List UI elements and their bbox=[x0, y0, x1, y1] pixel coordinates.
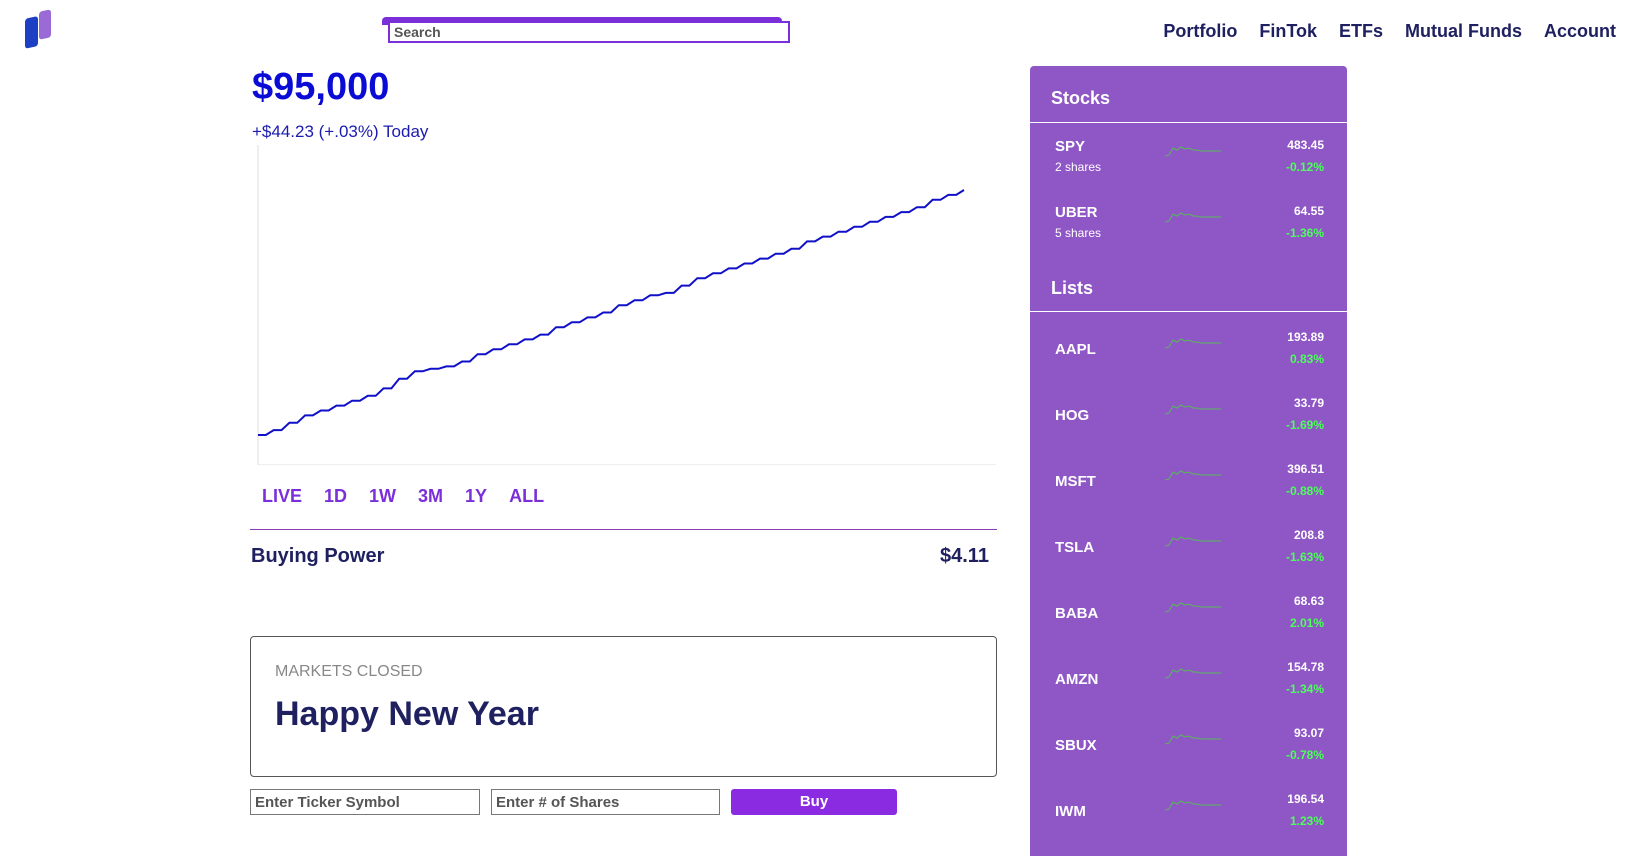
sparkline-path bbox=[1165, 146, 1221, 157]
sparkline-icon bbox=[1165, 602, 1221, 613]
portfolio-chart[interactable] bbox=[256, 145, 996, 465]
search-input[interactable] bbox=[388, 21, 790, 43]
list-row-baba[interactable]: BABA 68.63 2.01% bbox=[1030, 594, 1347, 654]
list-price: 208.8 bbox=[1293, 528, 1324, 542]
range-3m[interactable]: 3M bbox=[418, 486, 444, 506]
range-1w[interactable]: 1W bbox=[369, 486, 397, 506]
buying-power-label: Buying Power bbox=[251, 545, 385, 567]
list-change: 2.01% bbox=[1289, 616, 1324, 630]
list-price: 93.07 bbox=[1293, 726, 1324, 740]
sparkline-icon bbox=[1165, 470, 1221, 481]
stocks-heading: Stocks bbox=[1051, 88, 1111, 108]
portfolio-change: +$44.23 (+.03%) Today bbox=[252, 122, 429, 141]
range-all[interactable]: ALL bbox=[509, 486, 545, 506]
stock-symbol: SPY bbox=[1055, 138, 1086, 155]
list-symbol: TSLA bbox=[1055, 539, 1095, 556]
top-nav: Portfolio FinTok ETFs Mutual Funds Accou… bbox=[1163, 21, 1616, 42]
lists-divider bbox=[1030, 311, 1347, 312]
portfolio-value: $95,000 bbox=[252, 66, 390, 108]
list-price: 196.54 bbox=[1287, 792, 1324, 806]
sparkline-path bbox=[1165, 668, 1221, 679]
market-status-card: MARKETS CLOSED Happy New Year bbox=[250, 636, 997, 777]
list-change: -1.34% bbox=[1285, 682, 1324, 696]
nav-account[interactable]: Account bbox=[1544, 21, 1616, 41]
sparkline-path bbox=[1165, 602, 1221, 613]
list-row-iwm[interactable]: IWM 196.54 1.23% bbox=[1030, 792, 1347, 852]
stocks-divider bbox=[1030, 122, 1347, 123]
share-count-input[interactable] bbox=[491, 789, 720, 815]
list-change: -1.63% bbox=[1285, 550, 1324, 564]
range-live[interactable]: LIVE bbox=[262, 486, 303, 506]
buying-power-value: $4.11 bbox=[940, 545, 989, 567]
market-message: Happy New Year bbox=[275, 695, 539, 733]
range-1y[interactable]: 1Y bbox=[465, 486, 488, 506]
sparkline-icon bbox=[1165, 734, 1221, 745]
sparkline-path bbox=[1165, 800, 1221, 811]
sparkline-path bbox=[1165, 734, 1221, 745]
sparkline-path bbox=[1165, 404, 1221, 415]
list-symbol: MSFT bbox=[1055, 473, 1096, 490]
sparkline-path bbox=[1165, 338, 1221, 349]
range-selector: LIVE 1D 1W 3M 1Y ALL bbox=[262, 486, 544, 507]
list-price: 193.89 bbox=[1287, 330, 1324, 344]
section-divider bbox=[250, 529, 997, 530]
sparkline-icon bbox=[1165, 338, 1221, 349]
nav-etfs[interactable]: ETFs bbox=[1339, 21, 1384, 41]
nav-fintok[interactable]: FinTok bbox=[1259, 21, 1317, 41]
list-symbol: AAPL bbox=[1055, 341, 1096, 358]
list-price: 68.63 bbox=[1293, 594, 1324, 608]
sparkline-path bbox=[1165, 212, 1221, 223]
list-change: -0.78% bbox=[1285, 748, 1324, 762]
list-symbol: HOG bbox=[1055, 407, 1090, 424]
list-row-msft[interactable]: MSFT 396.51 -0.88% bbox=[1030, 462, 1347, 522]
stock-change: -1.36% bbox=[1285, 226, 1324, 240]
list-row-amzn[interactable]: AMZN 154.78 -1.34% bbox=[1030, 660, 1347, 720]
list-change: 1.23% bbox=[1289, 814, 1324, 828]
list-row-aapl[interactable]: AAPL 193.89 0.83% bbox=[1030, 330, 1347, 390]
list-symbol: AMZN bbox=[1055, 671, 1099, 688]
sparkline-icon bbox=[1165, 212, 1221, 223]
market-status-label: MARKETS CLOSED bbox=[275, 663, 423, 680]
nav-portfolio[interactable]: Portfolio bbox=[1163, 21, 1238, 41]
stock-symbol: UBER bbox=[1055, 204, 1098, 221]
nav-mutual-funds[interactable]: Mutual Funds bbox=[1405, 21, 1522, 41]
search-bar bbox=[382, 17, 794, 43]
list-change: -1.69% bbox=[1285, 418, 1324, 432]
stock-shares: 2 shares bbox=[1055, 160, 1102, 174]
list-symbol: BABA bbox=[1055, 605, 1099, 622]
sparkline-icon bbox=[1165, 800, 1221, 811]
list-price: 154.78 bbox=[1287, 660, 1324, 674]
stock-change: -0.12% bbox=[1285, 160, 1324, 174]
list-symbol: IWM bbox=[1055, 803, 1086, 820]
list-price: 33.79 bbox=[1293, 396, 1324, 410]
watchlist-sidebar: Stocks SPY 2 shares 483.45 -0.12% UBER 5… bbox=[1030, 66, 1347, 856]
chart-series-line bbox=[258, 189, 965, 436]
sparkline-icon bbox=[1165, 404, 1221, 415]
stock-price: 483.45 bbox=[1287, 138, 1324, 152]
list-row-sbux[interactable]: SBUX 93.07 -0.78% bbox=[1030, 726, 1347, 786]
list-row-tsla[interactable]: TSLA 208.8 -1.63% bbox=[1030, 528, 1347, 588]
sparkline-icon bbox=[1165, 536, 1221, 547]
sparkline-path bbox=[1165, 536, 1221, 547]
list-symbol: SBUX bbox=[1055, 737, 1097, 754]
ticker-symbol-input[interactable] bbox=[250, 789, 480, 815]
buy-button[interactable]: Buy bbox=[731, 789, 897, 815]
sparkline-path bbox=[1165, 470, 1221, 481]
stock-shares: 5 shares bbox=[1055, 226, 1102, 240]
sparkline-icon bbox=[1165, 146, 1221, 157]
stock-row-spy[interactable]: SPY 2 shares 483.45 -0.12% bbox=[1030, 138, 1347, 198]
list-row-hog[interactable]: HOG 33.79 -1.69% bbox=[1030, 396, 1347, 456]
list-price: 396.51 bbox=[1287, 462, 1324, 476]
list-change: 0.83% bbox=[1289, 352, 1324, 366]
list-change: -0.88% bbox=[1285, 484, 1324, 498]
range-1d[interactable]: 1D bbox=[324, 486, 348, 506]
app-logo[interactable] bbox=[24, 9, 54, 51]
sparkline-icon bbox=[1165, 668, 1221, 679]
lists-heading: Lists bbox=[1051, 278, 1094, 298]
stock-price: 64.55 bbox=[1293, 204, 1324, 218]
stock-row-uber[interactable]: UBER 5 shares 64.55 -1.36% bbox=[1030, 204, 1347, 264]
